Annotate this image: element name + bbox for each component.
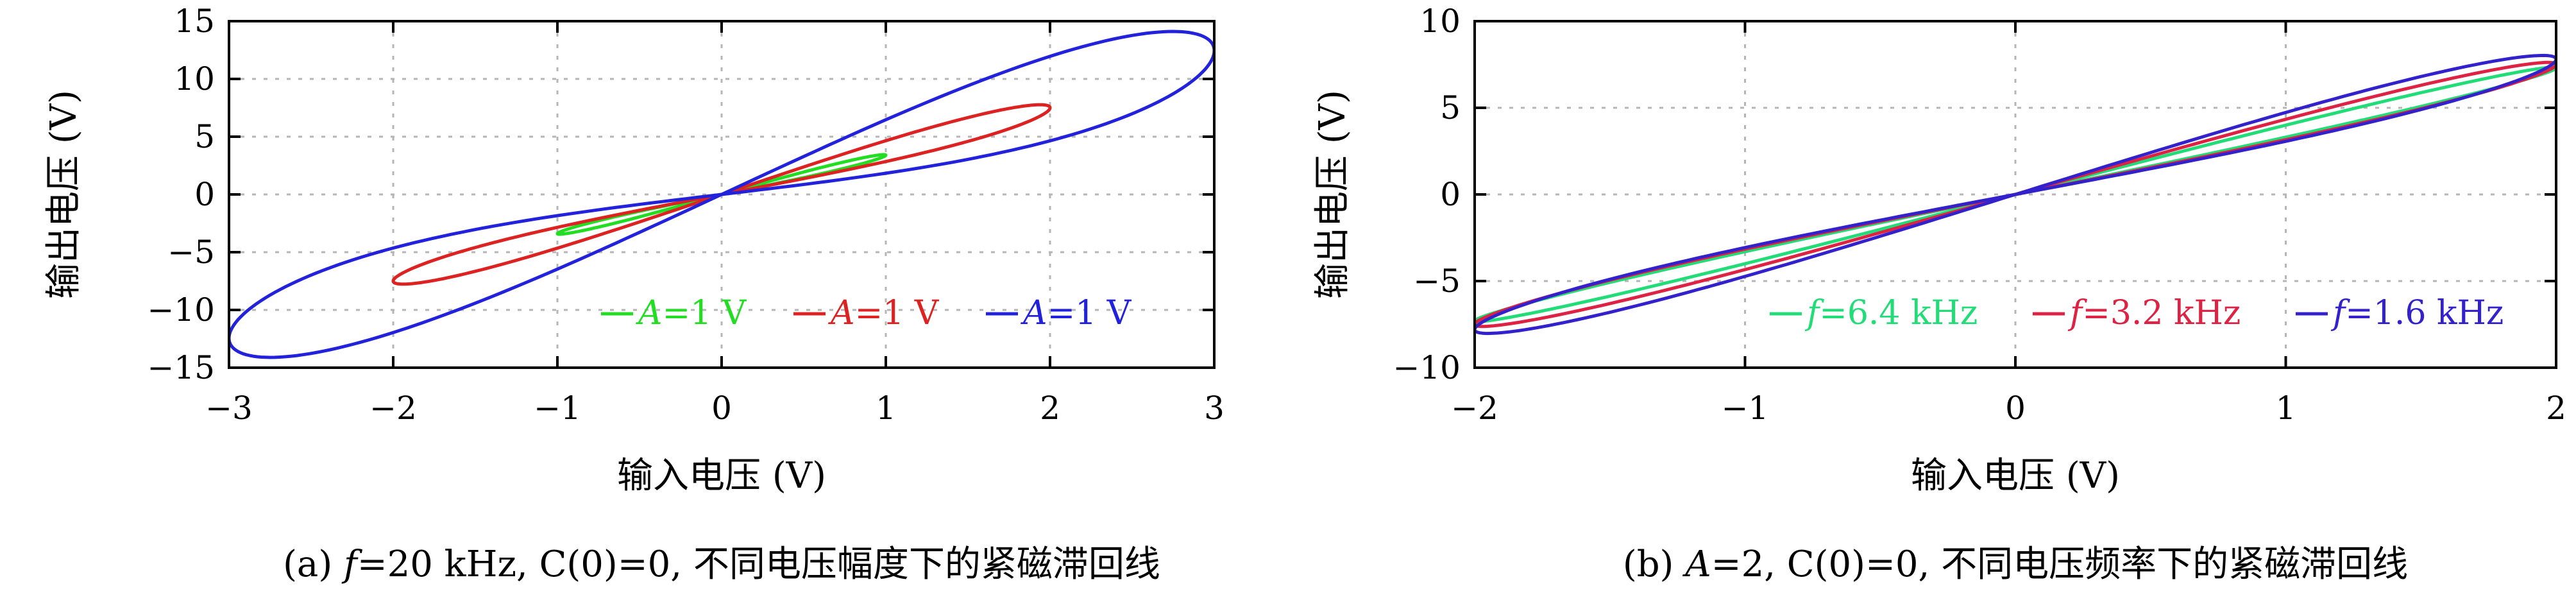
subplot-caption: (b) A=2, C(0)=0, 不同电压频率下的紧磁滞回线 <box>1623 544 2408 585</box>
x-tick-label: −3 <box>205 390 253 427</box>
subplot-caption: (a) f=20 kHz, C(0)=0, 不同电压幅度下的紧磁滞回线 <box>283 544 1160 585</box>
x-tick-label: 1 <box>2276 390 2296 427</box>
y-tick-label: 15 <box>174 3 215 40</box>
legend-item-3: f=1.6 kHz <box>2296 294 2504 332</box>
legend-label: f=6.4 kHz <box>1804 294 1978 332</box>
x-tick-label: −2 <box>1451 390 1498 427</box>
x-tick-label: −1 <box>534 390 581 427</box>
series-line-1 <box>1475 65 2556 323</box>
x-axis-label: 输入电压 (V) <box>617 455 826 497</box>
legend-label: f=1.6 kHz <box>2330 294 2504 332</box>
y-tick-label: 10 <box>1419 3 1461 40</box>
legend-item-1: A=1 V <box>601 294 747 332</box>
x-tick-label: 1 <box>876 390 896 427</box>
plot-frame <box>228 20 1216 369</box>
legend-label: A=1 V <box>828 294 940 332</box>
series-line-2 <box>391 103 1052 286</box>
x-tick-label: 3 <box>1204 390 1224 427</box>
y-tick-label: 0 <box>1440 176 1461 213</box>
y-tick-label: −10 <box>147 291 215 329</box>
series-line-3 <box>229 30 1214 359</box>
legend-label: f=3.2 kHz <box>2067 294 2241 332</box>
y-tick-label: −5 <box>1413 262 1461 300</box>
y-tick-label: −15 <box>147 349 215 386</box>
x-tick-label: 2 <box>1040 390 1060 427</box>
y-axis-label: 输出电压 (V) <box>1312 90 1353 299</box>
y-tick-label: −5 <box>167 234 215 271</box>
legend-label: A=1 V <box>636 294 747 332</box>
y-tick-label: 5 <box>1440 89 1461 126</box>
x-tick-label: 2 <box>2546 390 2566 427</box>
legend-item-3: A=1 V <box>986 294 1132 332</box>
plot-frame <box>1473 20 2557 369</box>
x-tick-label: −2 <box>369 390 417 427</box>
legend-item-2: A=1 V <box>793 294 940 332</box>
x-tick-label: 0 <box>711 390 732 427</box>
y-tick-label: 10 <box>174 60 215 98</box>
legend-item-2: f=3.2 kHz <box>2033 294 2241 332</box>
y-tick-label: 5 <box>194 118 215 155</box>
y-axis-label: 输出电压 (V) <box>43 90 85 299</box>
series-line-3 <box>1475 53 2556 336</box>
legend-label: A=1 V <box>1021 294 1132 332</box>
x-tick-label: 0 <box>2005 390 2026 427</box>
x-axis-label: 输入电压 (V) <box>1911 455 2120 497</box>
y-tick-label: 0 <box>194 176 215 213</box>
x-tick-label: −1 <box>1722 390 1769 427</box>
legend-item-1: f=6.4 kHz <box>1770 294 1978 332</box>
y-tick-label: −10 <box>1393 349 1461 386</box>
